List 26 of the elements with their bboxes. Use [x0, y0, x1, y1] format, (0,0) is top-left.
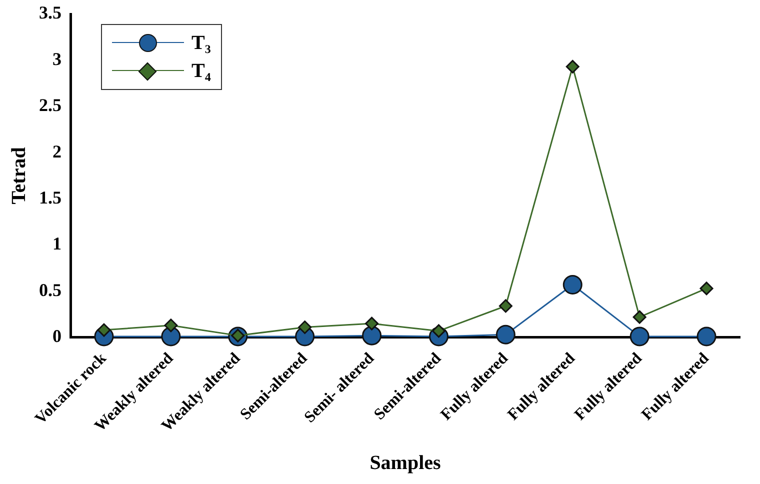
- y-axis-title: Tetrad: [8, 147, 30, 204]
- y-tick-label: 0.5: [39, 280, 62, 300]
- point: [298, 320, 312, 334]
- y-tick-label: 0: [52, 326, 62, 346]
- point: [365, 316, 379, 330]
- point: [696, 326, 716, 346]
- point: [362, 326, 382, 346]
- point: [630, 326, 650, 346]
- point: [164, 318, 178, 332]
- y-tick-label: 1.5: [39, 187, 62, 208]
- y-tick-label: 2.5: [39, 95, 62, 116]
- point: [700, 282, 714, 296]
- legend-label: T₄: [192, 60, 211, 82]
- y-tick-label: 2: [52, 141, 62, 162]
- y-tick-label: 3: [52, 48, 62, 69]
- point: [498, 299, 512, 313]
- point: [562, 274, 582, 294]
- x-axis-title: Samples: [370, 452, 442, 474]
- point: [496, 324, 516, 344]
- point: [97, 323, 111, 337]
- point: [161, 326, 181, 346]
- point: [632, 310, 646, 324]
- point: [566, 60, 580, 74]
- y-tick-label: 1: [52, 234, 62, 254]
- y-tick-label: 3.5: [39, 2, 62, 23]
- legend-label: T₃: [192, 32, 211, 54]
